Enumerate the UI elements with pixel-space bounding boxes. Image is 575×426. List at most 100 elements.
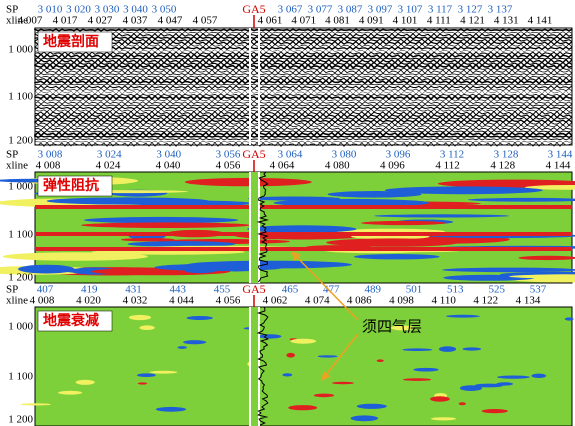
- attribute-blob: [350, 415, 379, 422]
- attribute-blob: [361, 220, 447, 226]
- well-name: GA5: [242, 147, 265, 161]
- attribute-blob: [446, 314, 480, 318]
- attribute-blob: [356, 403, 387, 409]
- well-log: [256, 171, 270, 283]
- attribute-blob: [317, 355, 338, 358]
- well-log: [256, 306, 270, 426]
- sp-label: 489: [364, 284, 381, 296]
- sp-label: 525: [488, 284, 505, 296]
- attribute-bg: [34, 306, 573, 426]
- attribute-blob: [531, 373, 547, 378]
- annotation: 须四气层: [362, 318, 422, 336]
- sp-label: 3 050: [152, 4, 177, 16]
- attribute-blob: [81, 222, 251, 228]
- attribute-blob: [177, 346, 187, 349]
- seismic-trace: [34, 113, 573, 119]
- panel-label: 地震衰减: [43, 312, 99, 329]
- attribute-band: [35, 205, 572, 209]
- attribute-blob: [496, 382, 514, 386]
- depth-label: 1 000: [8, 181, 33, 193]
- sp-title: SP: [6, 149, 18, 161]
- attribute-band: [35, 232, 572, 236]
- seismic-trace: [34, 126, 573, 131]
- xline-label: 4 081: [325, 15, 350, 27]
- xline-label: 4 020: [76, 295, 101, 307]
- sp-label: 431: [125, 284, 142, 296]
- xline-label: 4 121: [460, 15, 485, 27]
- attribute-blob: [258, 334, 282, 339]
- xline-label: 4 111: [427, 15, 451, 27]
- xline-label: 4 128: [490, 160, 515, 172]
- xline-label: 4 074: [305, 295, 330, 307]
- attribute-blob: [313, 393, 335, 398]
- attribute-blob: [481, 409, 508, 414]
- xline-label: 4 040: [156, 160, 181, 172]
- seismic-trace: [34, 37, 573, 43]
- attribute-blob: [247, 225, 357, 233]
- xline-label: 4 056: [216, 160, 241, 172]
- xline-label: 4 008: [30, 295, 55, 307]
- sp-label: 3 008: [38, 149, 63, 161]
- attribute-blob: [438, 346, 457, 352]
- attribute-blob: [326, 238, 459, 247]
- depth-label: 1 200: [8, 272, 33, 284]
- attribute-blob: [518, 255, 575, 261]
- attribute-blob: [467, 197, 575, 202]
- attribute-blob: [413, 367, 439, 372]
- attribute-blob: [402, 378, 432, 381]
- depth-label: 1 200: [8, 135, 33, 147]
- attribute-blob: [273, 198, 430, 207]
- seismic-trace: [34, 108, 573, 113]
- sp-label: 407: [37, 284, 54, 296]
- well-gap: [250, 172, 259, 283]
- attribute-blob: [430, 417, 457, 421]
- attribute-blob: [564, 317, 574, 321]
- sp-label: 3 067: [278, 4, 303, 16]
- sp-label: 465: [282, 284, 299, 296]
- xline-label: 4 144: [546, 160, 571, 172]
- attribute-blob: [186, 316, 213, 320]
- attribute-blob: [524, 185, 575, 190]
- xline-label: 4 080: [325, 160, 350, 172]
- xline-label: 4 098: [389, 295, 414, 307]
- xline-label: 4 062: [263, 295, 288, 307]
- attribute-blob: [46, 197, 210, 205]
- attribute-blob: [128, 314, 152, 321]
- sp-label: 3 137: [488, 4, 513, 16]
- depth-label: 1 200: [8, 414, 33, 426]
- sp-label: 455: [214, 284, 231, 296]
- xline-title: xline: [6, 160, 28, 172]
- attribute-blob: [474, 383, 504, 388]
- seismic-trace: [34, 83, 573, 86]
- xline-label: 4 017: [53, 15, 78, 27]
- depth-label: 1 000: [8, 44, 33, 56]
- seismic-trace: [34, 46, 573, 51]
- depth-label: 1 100: [8, 91, 33, 103]
- attribute-blob: [139, 325, 155, 331]
- attribute-blob: [75, 379, 95, 385]
- xline-label: 4 044: [169, 295, 194, 307]
- attribute-blob: [286, 352, 296, 358]
- attribute-blob: [58, 390, 83, 395]
- sp-label: 3 040: [156, 149, 181, 161]
- attribute-blob: [183, 340, 207, 345]
- xline-label: 4 134: [516, 295, 541, 307]
- seismic-trace: [34, 98, 573, 102]
- sp-label: 3 010: [38, 4, 63, 16]
- xline-label: 4 047: [158, 15, 183, 27]
- attribute-blob: [459, 385, 483, 391]
- attribute-blob: [402, 348, 433, 352]
- attribute-blob: [18, 264, 75, 274]
- seismic-trace: [34, 134, 573, 139]
- well-gap: [250, 307, 259, 426]
- sp-label: 3 064: [278, 149, 303, 161]
- attribute-blob: [137, 373, 156, 378]
- attribute-blob: [390, 325, 415, 331]
- panel-label-box: [37, 175, 113, 197]
- seismic-trace: [34, 76, 573, 83]
- attribute-blob: [137, 382, 148, 385]
- depth-label: 1 000: [8, 321, 33, 333]
- sp-label: 3 128: [494, 149, 519, 161]
- sp-label: 3 030: [95, 4, 120, 16]
